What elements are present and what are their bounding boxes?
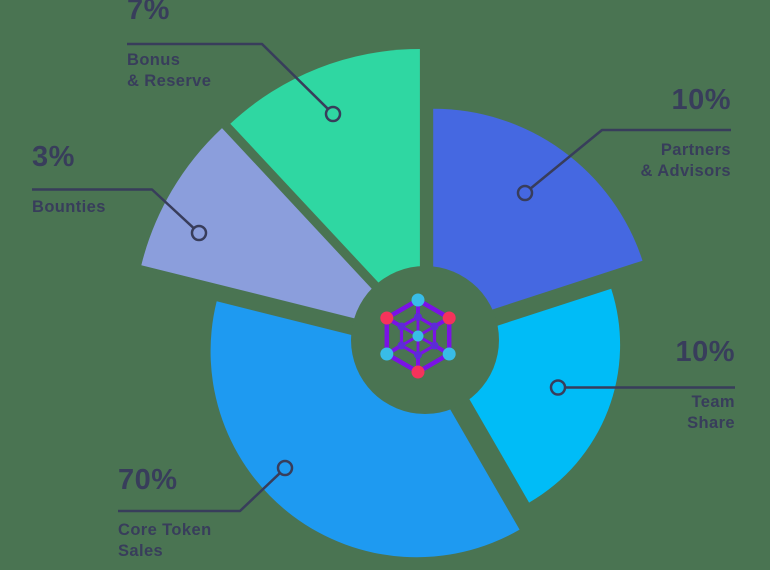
leader-marker-partners-advisors [516, 184, 534, 202]
callout-bonus-reserve: 7% Bonus & Reserve [127, 0, 211, 92]
callout-label: Bonus & Reserve [127, 50, 211, 92]
logo-inner-node [430, 341, 439, 350]
logo-outer-node [380, 311, 394, 325]
callout-label-line-2: Share [687, 414, 735, 432]
callout-value: 10% [675, 336, 735, 368]
callout-label-line-2: Sales [118, 542, 164, 560]
logo-outer-node [442, 311, 456, 325]
logo-outer-node [380, 347, 394, 361]
callout-label-line-1: Partners [660, 141, 731, 159]
callout-label-line-1: Core Token [118, 521, 212, 539]
callout-label-line-2: & Advisors [640, 162, 731, 180]
logo-inner-node [397, 322, 406, 331]
pie-slice-partners-advisors [433, 108, 643, 329]
logo-outer-node [411, 293, 425, 307]
leader-marker-core-token-sales [276, 459, 294, 477]
leader-marker-bonus-reserve [324, 105, 342, 123]
logo-outer-node [442, 347, 456, 361]
logo-inner-node [414, 351, 422, 359]
leader-line-partners-advisors [529, 128, 731, 190]
leader-marker-team-share [549, 379, 567, 396]
callout-value: 3% [32, 141, 75, 173]
leader-line-core-token-sales [118, 471, 282, 513]
pie-slice-core-token-sales [210, 301, 520, 558]
callout-team-share: 10% Team Share [675, 338, 735, 434]
logo-outer-node [411, 365, 425, 379]
callout-value: 70% [118, 464, 178, 496]
logo-inner-node [430, 322, 439, 331]
pie-slice-bonus-reserve [230, 49, 420, 327]
callout-label: Team Share [675, 392, 735, 434]
leader-line-bounties [32, 188, 196, 230]
callout-bounties: 3% Bounties [32, 143, 106, 218]
leader-marker-bounties [190, 224, 208, 242]
callout-label-line-1: Bounties [32, 198, 106, 216]
callout-label-line-2: & Reserve [127, 72, 212, 90]
callout-core-token-sales: 70% Core Token Sales [118, 466, 212, 562]
leader-line-bonus-reserve [127, 42, 330, 111]
callout-label: Core Token Sales [118, 520, 212, 562]
callout-value: 10% [671, 84, 731, 116]
logo-inner-node [397, 341, 406, 350]
callout-partners-advisors: 10% Partners & Advisors [641, 86, 732, 182]
pie-slice-bounties [141, 128, 413, 333]
logo-center-node [412, 330, 424, 342]
callout-value: 7% [127, 0, 170, 26]
callout-label: Bounties [32, 197, 106, 218]
callout-label-line-1: Bonus [127, 51, 181, 69]
logo-inner-node [414, 313, 422, 321]
callout-label-line-1: Team [691, 393, 735, 411]
callout-label: Partners & Advisors [641, 140, 732, 182]
